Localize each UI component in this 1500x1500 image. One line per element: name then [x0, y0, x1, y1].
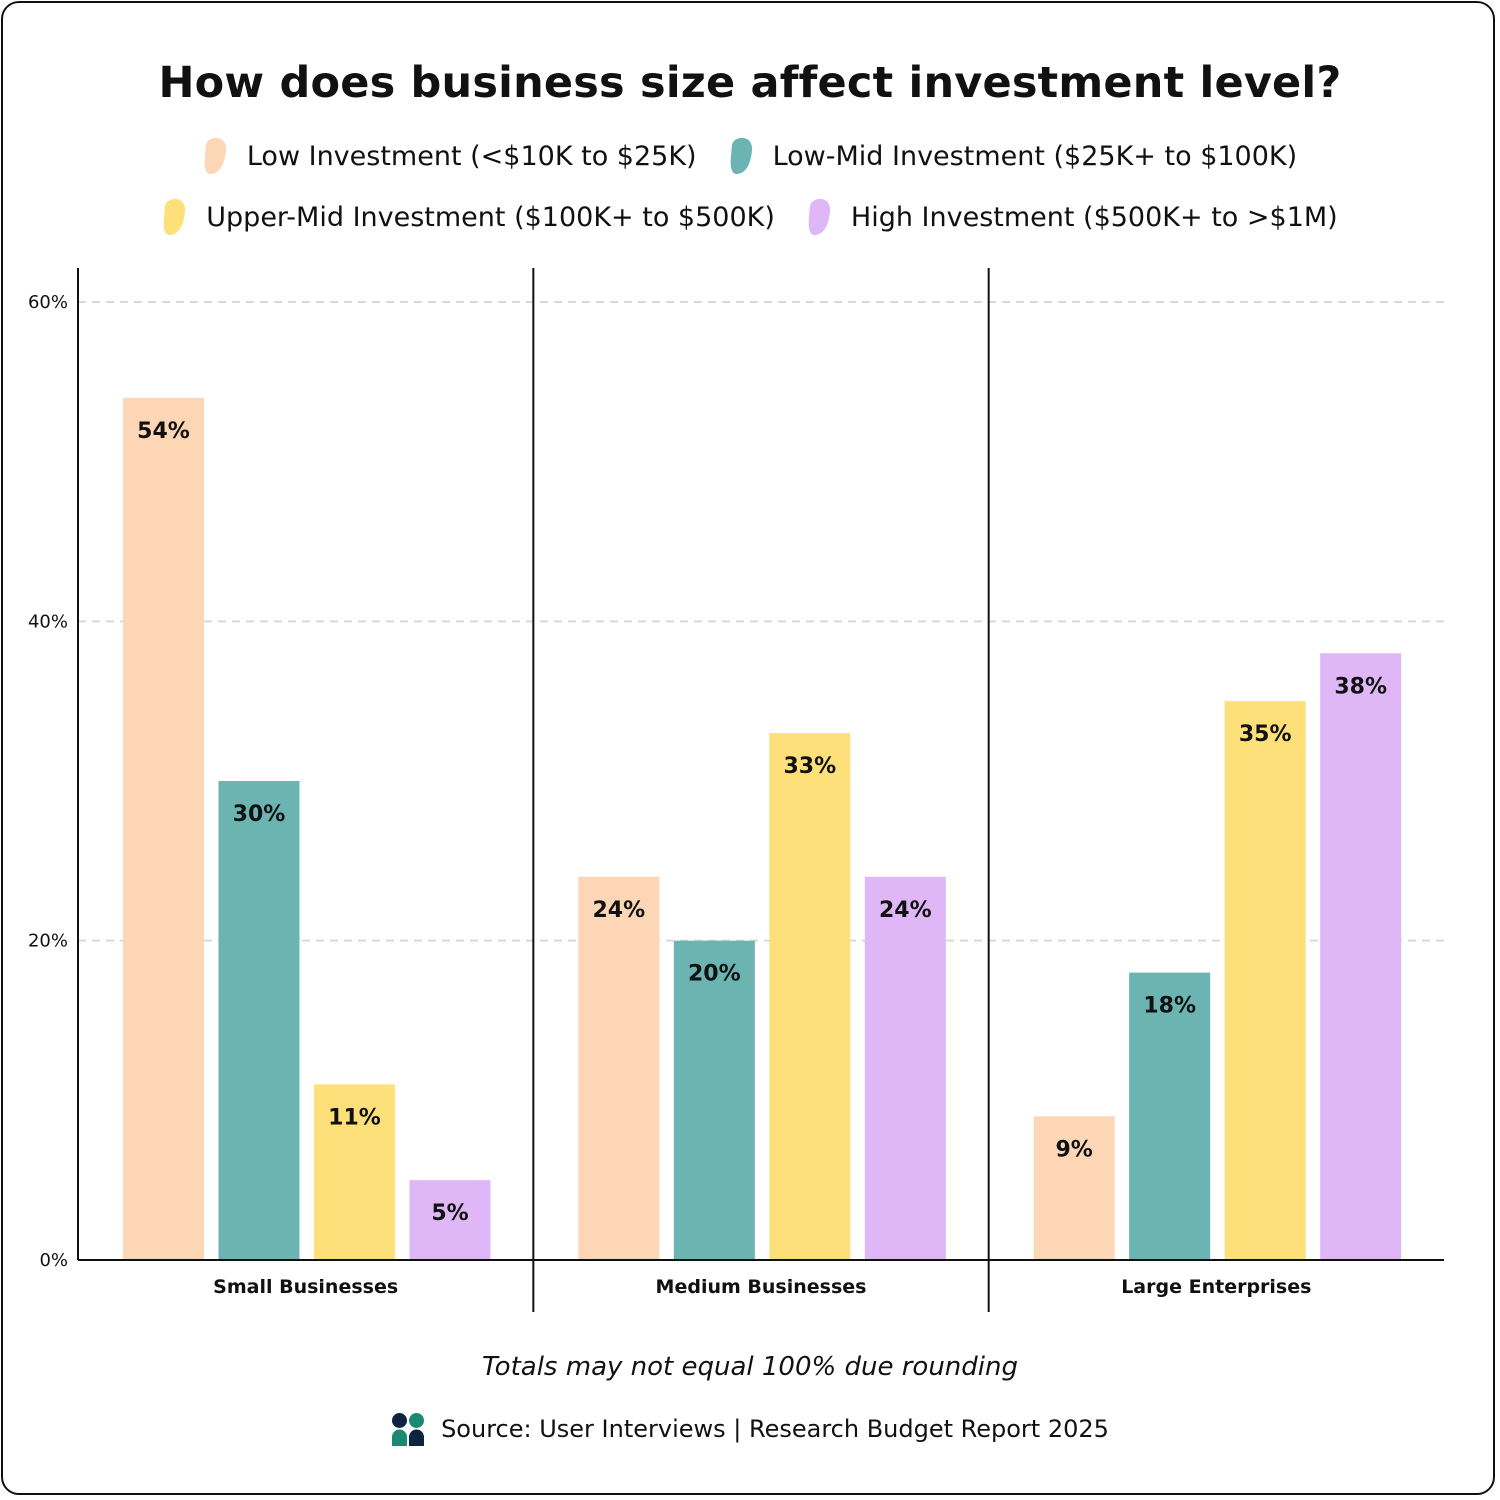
legend-label-low: Low Investment (<$10K to $25K) — [246, 140, 697, 172]
bar-value-label: 20% — [688, 962, 741, 987]
source-text: Source: User Interviews | Research Budge… — [441, 1415, 1109, 1443]
bar-value-label: 24% — [592, 898, 645, 923]
legend-item-low: Low Investment (<$10K to $25K) — [203, 136, 697, 176]
legend-swatch-low-mid — [730, 137, 752, 175]
legend-item-low-mid: Low-Mid Investment ($25K+ to $100K) — [729, 136, 1298, 176]
legend-swatch-high — [808, 198, 830, 236]
bar — [409, 1180, 491, 1260]
bar — [769, 733, 851, 1260]
y-tick-label: 60% — [28, 292, 68, 313]
bar-value-label: 24% — [879, 898, 932, 923]
user-interviews-logo-icon — [392, 1413, 425, 1446]
bar-value-label: 54% — [137, 419, 190, 444]
legend-label-upper-mid: Upper-Mid Investment ($100K+ to $500K) — [206, 201, 775, 233]
legend-label-high: High Investment ($500K+ to >$1M) — [850, 201, 1338, 233]
bar-value-label: 5% — [431, 1201, 468, 1226]
bar — [673, 940, 755, 1260]
bar — [123, 397, 204, 1260]
bar-value-label: 11% — [328, 1105, 381, 1130]
bar-value-label: 33% — [783, 754, 836, 779]
bar — [1224, 701, 1306, 1260]
source-line: Source: User Interviews | Research Budge… — [0, 1412, 1500, 1446]
chart-title: How does business size affect investment… — [158, 58, 1342, 108]
legend-swatch-low — [204, 137, 226, 175]
bar — [1033, 1116, 1115, 1260]
legend-row-1: Low Investment (<$10K to $25K) Low-Mid I… — [0, 136, 1500, 176]
y-tick-label: 40% — [28, 611, 68, 632]
bar — [578, 876, 660, 1260]
bar-value-label: 18% — [1143, 994, 1196, 1019]
bar-value-label: 9% — [1055, 1137, 1092, 1162]
bar-value-label: 35% — [1239, 722, 1292, 747]
bar-value-label: 38% — [1334, 674, 1387, 699]
rounding-note: Totals may not equal 100% due rounding — [482, 1352, 1018, 1382]
bar-value-label: 30% — [233, 802, 286, 827]
legend-item-high: High Investment ($500K+ to >$1M) — [807, 197, 1338, 237]
legend-label-low-mid: Low-Mid Investment ($25K+ to $100K) — [772, 140, 1298, 172]
legend-row-2: Upper-Mid Investment ($100K+ to $500K) H… — [0, 197, 1500, 237]
x-category-label: Medium Businesses — [656, 1276, 867, 1298]
legend-swatch-upper-mid — [163, 198, 186, 236]
x-category-label: Large Enterprises — [1121, 1276, 1311, 1298]
bar — [1129, 972, 1211, 1260]
bar — [864, 876, 946, 1260]
bar — [314, 1084, 395, 1260]
y-tick-label: 20% — [28, 931, 68, 952]
bar — [218, 781, 300, 1260]
legend-item-upper-mid: Upper-Mid Investment ($100K+ to $500K) — [162, 197, 775, 237]
x-category-label: Small Businesses — [213, 1276, 398, 1298]
y-tick-label: 0% — [39, 1250, 68, 1271]
bar — [1320, 653, 1402, 1260]
